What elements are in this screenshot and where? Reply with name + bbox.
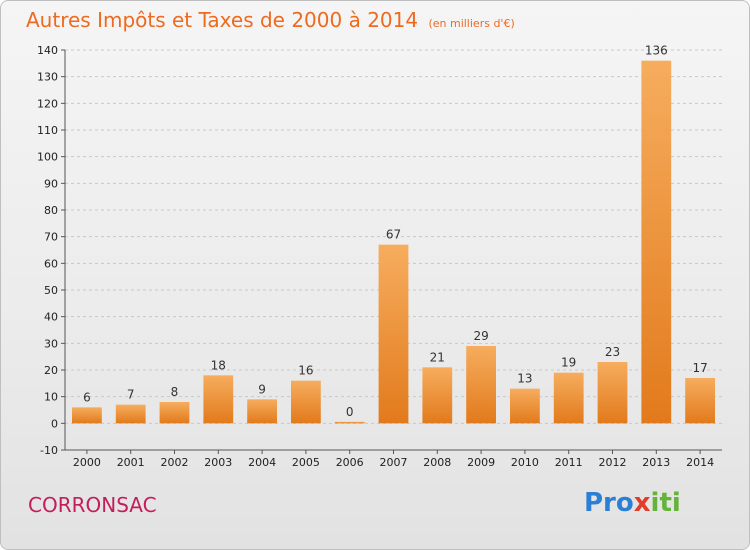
data-label: 67 — [386, 228, 401, 242]
y-tick-label: 50 — [44, 284, 58, 297]
bar — [291, 380, 321, 424]
data-label: 23 — [605, 345, 620, 359]
chart-title: Autres Impôts et Taxes de 2000 à 2014 (e… — [26, 8, 515, 32]
data-label: 18 — [211, 358, 226, 372]
y-tick-label: 120 — [37, 97, 58, 110]
bar — [597, 362, 628, 424]
data-label: 136 — [645, 44, 668, 58]
logo-part-1: Pro — [584, 488, 634, 518]
data-label: 19 — [561, 356, 576, 370]
x-tick-label: 2010 — [511, 456, 539, 469]
proxiti-logo[interactable]: Proxiti — [584, 488, 681, 518]
x-tick-label: 2013 — [642, 456, 670, 469]
data-label: 7 — [127, 388, 135, 402]
x-tick-label: 2011 — [555, 456, 583, 469]
y-tick-label: 20 — [44, 364, 58, 377]
x-tick-label: 2004 — [248, 456, 276, 469]
bar — [159, 402, 190, 424]
y-tick-label: 100 — [37, 151, 58, 164]
x-tick-label: 2006 — [336, 456, 364, 469]
data-label: 0 — [346, 405, 354, 419]
bar — [422, 367, 453, 424]
bar — [115, 404, 146, 424]
y-tick-label: 60 — [44, 257, 58, 270]
x-tick-label: 2003 — [204, 456, 232, 469]
x-tick-label: 2009 — [467, 456, 495, 469]
data-label: 8 — [171, 385, 179, 399]
y-tick-label: 40 — [44, 311, 58, 324]
y-tick-label: 130 — [37, 71, 58, 84]
y-tick-label: -10 — [40, 444, 58, 457]
x-tick-label: 2012 — [599, 456, 627, 469]
data-label: 16 — [298, 364, 313, 378]
y-tick-label: 30 — [44, 337, 58, 350]
bar — [203, 375, 234, 424]
x-tick-label: 2001 — [117, 456, 145, 469]
bar — [378, 244, 409, 424]
y-tick-label: 0 — [51, 417, 58, 430]
y-tick-label: 140 — [37, 44, 58, 57]
bar — [553, 372, 584, 424]
data-label: 17 — [692, 361, 707, 375]
bar — [334, 421, 365, 424]
bar — [510, 388, 540, 424]
x-tick-label: 2005 — [292, 456, 320, 469]
x-tick-label: 2014 — [686, 456, 714, 469]
data-label: 6 — [83, 390, 91, 404]
bar — [466, 346, 496, 424]
logo-part-3: iti — [650, 488, 681, 518]
bar — [72, 407, 102, 424]
chart-title-text: Autres Impôts et Taxes de 2000 à 2014 — [26, 8, 419, 32]
data-label: 9 — [258, 382, 266, 396]
y-tick-label: 10 — [44, 391, 58, 404]
bar — [685, 378, 715, 424]
y-tick-label: 80 — [44, 204, 58, 217]
y-tick-label: 90 — [44, 177, 58, 190]
y-tick-label: 110 — [37, 124, 58, 137]
bar — [641, 60, 672, 424]
data-label: 21 — [430, 350, 445, 364]
logo-part-2: x — [633, 488, 651, 518]
commune-name: CORRONSAC — [28, 493, 157, 517]
chart-unit: (en milliers d'€) — [428, 17, 515, 30]
x-tick-label: 2007 — [380, 456, 408, 469]
data-label: 13 — [517, 372, 532, 386]
bar — [247, 399, 277, 424]
x-tick-label: 2008 — [423, 456, 451, 469]
y-tick-label: 70 — [44, 231, 58, 244]
x-tick-label: 2000 — [73, 456, 101, 469]
data-label: 29 — [473, 329, 488, 343]
x-tick-label: 2002 — [161, 456, 189, 469]
